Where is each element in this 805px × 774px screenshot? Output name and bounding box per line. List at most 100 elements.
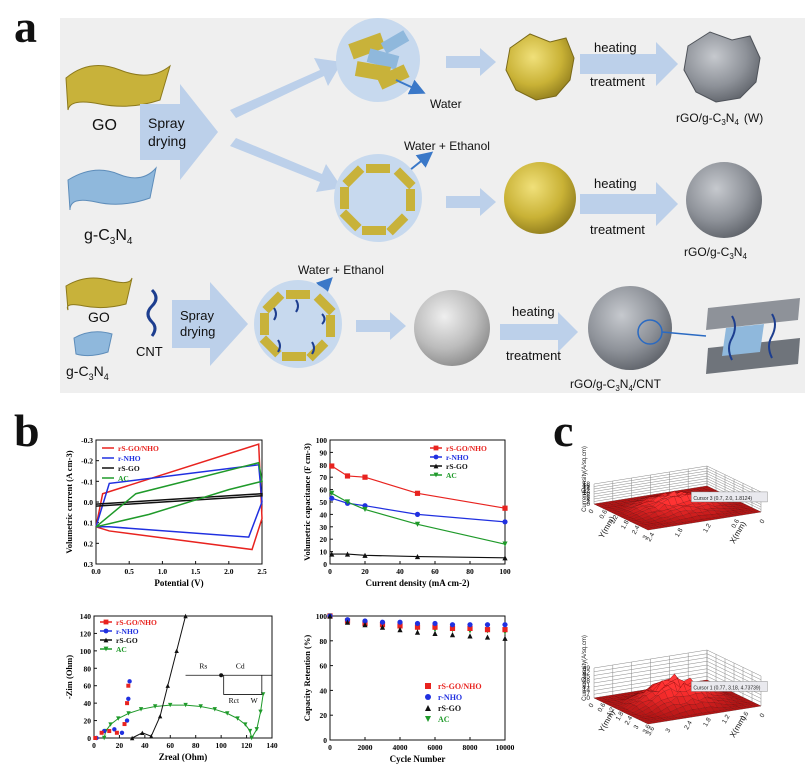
circuit-cd: Cd: [236, 661, 245, 670]
legend-label: rS-GO: [446, 462, 468, 471]
equivalent-circuit: Rs Cd Rct W: [185, 661, 272, 705]
cycle-point-1: [449, 622, 456, 628]
cycle-point-1: [414, 620, 421, 627]
rate-point: [329, 495, 335, 501]
cycle-point-1: [502, 622, 508, 628]
circuit-w: W: [251, 696, 259, 705]
heating-arrow-3: [500, 312, 578, 352]
rate-point: [344, 499, 351, 505]
eis-point-rnho: [126, 696, 131, 701]
product-label-w: rGO/g-C3N4 (W): [676, 111, 763, 127]
schematic-panel: GO g-C3N4 Spray drying Water heating tre…: [60, 18, 805, 393]
cycle-point-2: [379, 624, 386, 630]
heating-arrow-1: [580, 42, 678, 86]
crumpled-particle-grey: [683, 31, 761, 103]
rate-point: [414, 490, 421, 496]
arrow-to-sphere-gold: [446, 188, 496, 216]
x-tick-label: 60: [167, 741, 175, 750]
cycle-point-2: [449, 632, 456, 638]
rate-line-1: [331, 497, 506, 523]
legend-label: rS-GO/NHO: [116, 618, 157, 627]
sphere-grey: [686, 162, 762, 238]
cursor-label: Cursor 3 (0.7, 2.0, 1.8124): [693, 496, 752, 502]
legend-label: AC: [116, 645, 127, 654]
x-tick-label: 2.4: [646, 531, 657, 543]
cycle-point-0: [502, 627, 508, 633]
x-tick-label: 140: [266, 741, 278, 750]
legend-label: r-NHO: [116, 627, 139, 636]
x-axis-label: Zreal (Ohm): [159, 752, 208, 762]
panel-label-b: b: [14, 405, 40, 456]
panel-label-a: a: [14, 1, 37, 52]
chart-rate: 0 20 40 60 80 100 0 10 20 30 40 50 60 70 80 90 100 Curren…: [302, 436, 511, 588]
y-tick-label: 90: [320, 448, 328, 457]
z-tick-label: 16: [583, 483, 591, 490]
legend-label: AC: [438, 715, 450, 724]
x-tick-label: 0: [759, 518, 767, 525]
cycle-point-1: [432, 620, 438, 627]
cycle-point-2: [344, 619, 351, 625]
schematic-svg: GO g-C3N4 Spray drying Water heating tre…: [65, 18, 800, 393]
spray-drying-arrow: [140, 84, 218, 180]
surface-mesh: [593, 673, 762, 725]
legend-label: r-NHO: [446, 453, 469, 462]
spray-drying-arrow-2: [172, 282, 248, 366]
rate-point: [362, 474, 368, 480]
crumpled-particle-gold: [505, 33, 575, 101]
y-tick-label: -0.2: [81, 457, 93, 466]
cycle-point-2: [414, 629, 421, 635]
y-axis-label: Volumetric capacitance (F cm-3): [302, 443, 312, 561]
z-tick-label: 49: [583, 665, 591, 672]
legend-label: rS-GO: [438, 704, 461, 713]
plot-frame: [329, 439, 506, 565]
y-tick-label: 20: [84, 717, 92, 726]
cycle-point-2: [502, 635, 508, 641]
cv-curve-0: [95, 443, 263, 551]
y-tick-label: 0.0: [84, 498, 94, 507]
treatment-label-3: treatment: [506, 348, 561, 363]
product-label-2: rGO/g-C3N4: [684, 245, 747, 261]
legend-label: rS-GO/NHO: [438, 682, 482, 691]
y-tick-label: -0.3: [81, 436, 93, 445]
heating-label-3: heating: [512, 304, 555, 319]
y-tick-label: -0.1: [81, 477, 93, 486]
z-axis-label: CurrentDensity(A/sq.cm): [582, 635, 588, 701]
legend-marker: [103, 637, 109, 643]
water-label: Water: [430, 97, 462, 111]
y-tick-label: 40: [320, 686, 328, 695]
x-tick-label: 40: [141, 741, 149, 750]
cycle-point-0: [397, 623, 403, 629]
y-tick-label: 80: [320, 637, 328, 646]
z-tick-label: 21: [583, 682, 591, 689]
rate-point: [502, 555, 508, 561]
cycle-point-0: [414, 624, 421, 630]
x-tick-label: 0.6: [730, 518, 741, 530]
y-tick-label: 40: [320, 510, 328, 519]
water-ethanol-label-1: Water + Ethanol: [404, 139, 490, 153]
eis-point-rsgonho: [126, 683, 131, 688]
y-tick-label: 1.8: [615, 710, 626, 722]
gcn-label: g-C3N4: [84, 227, 133, 247]
y-tick-label: 0: [87, 734, 91, 743]
z-tick-label: 4: [586, 497, 590, 504]
cnt-strand: [146, 288, 158, 337]
eis-point-rsgonho: [125, 701, 130, 706]
go-label: GO: [92, 117, 117, 134]
y-axis-label: -Zim (Ohm): [64, 655, 74, 699]
legend-marker: [103, 619, 109, 625]
z-tick-label: 8: [586, 492, 590, 499]
circuit-rct: Rct: [229, 696, 240, 705]
x-tick-label: 80: [192, 741, 200, 750]
cursor-label: Cursor 1 (0.77, 3.18, 4.73739): [693, 685, 760, 691]
y-tick-label: 2.4: [631, 524, 642, 536]
z-tick-label: 7: [586, 691, 590, 698]
cycle-point-2: [397, 627, 403, 633]
chart-cv: 0.0 0.5 1.0 1.5 2.0 2.5 0.3 0.2 0.1 0.0 -0.1 -0.2 -0…: [64, 436, 267, 588]
y-tick-label: 70: [320, 473, 328, 482]
rate-point: [362, 552, 368, 558]
eis-line-ac: [103, 694, 264, 740]
x-axis-label: Current density (mA cm-2): [365, 578, 469, 588]
legend-marker: [433, 472, 439, 478]
legend-label: rS-GO: [118, 464, 140, 473]
eis-point-rsgonho: [107, 729, 112, 734]
